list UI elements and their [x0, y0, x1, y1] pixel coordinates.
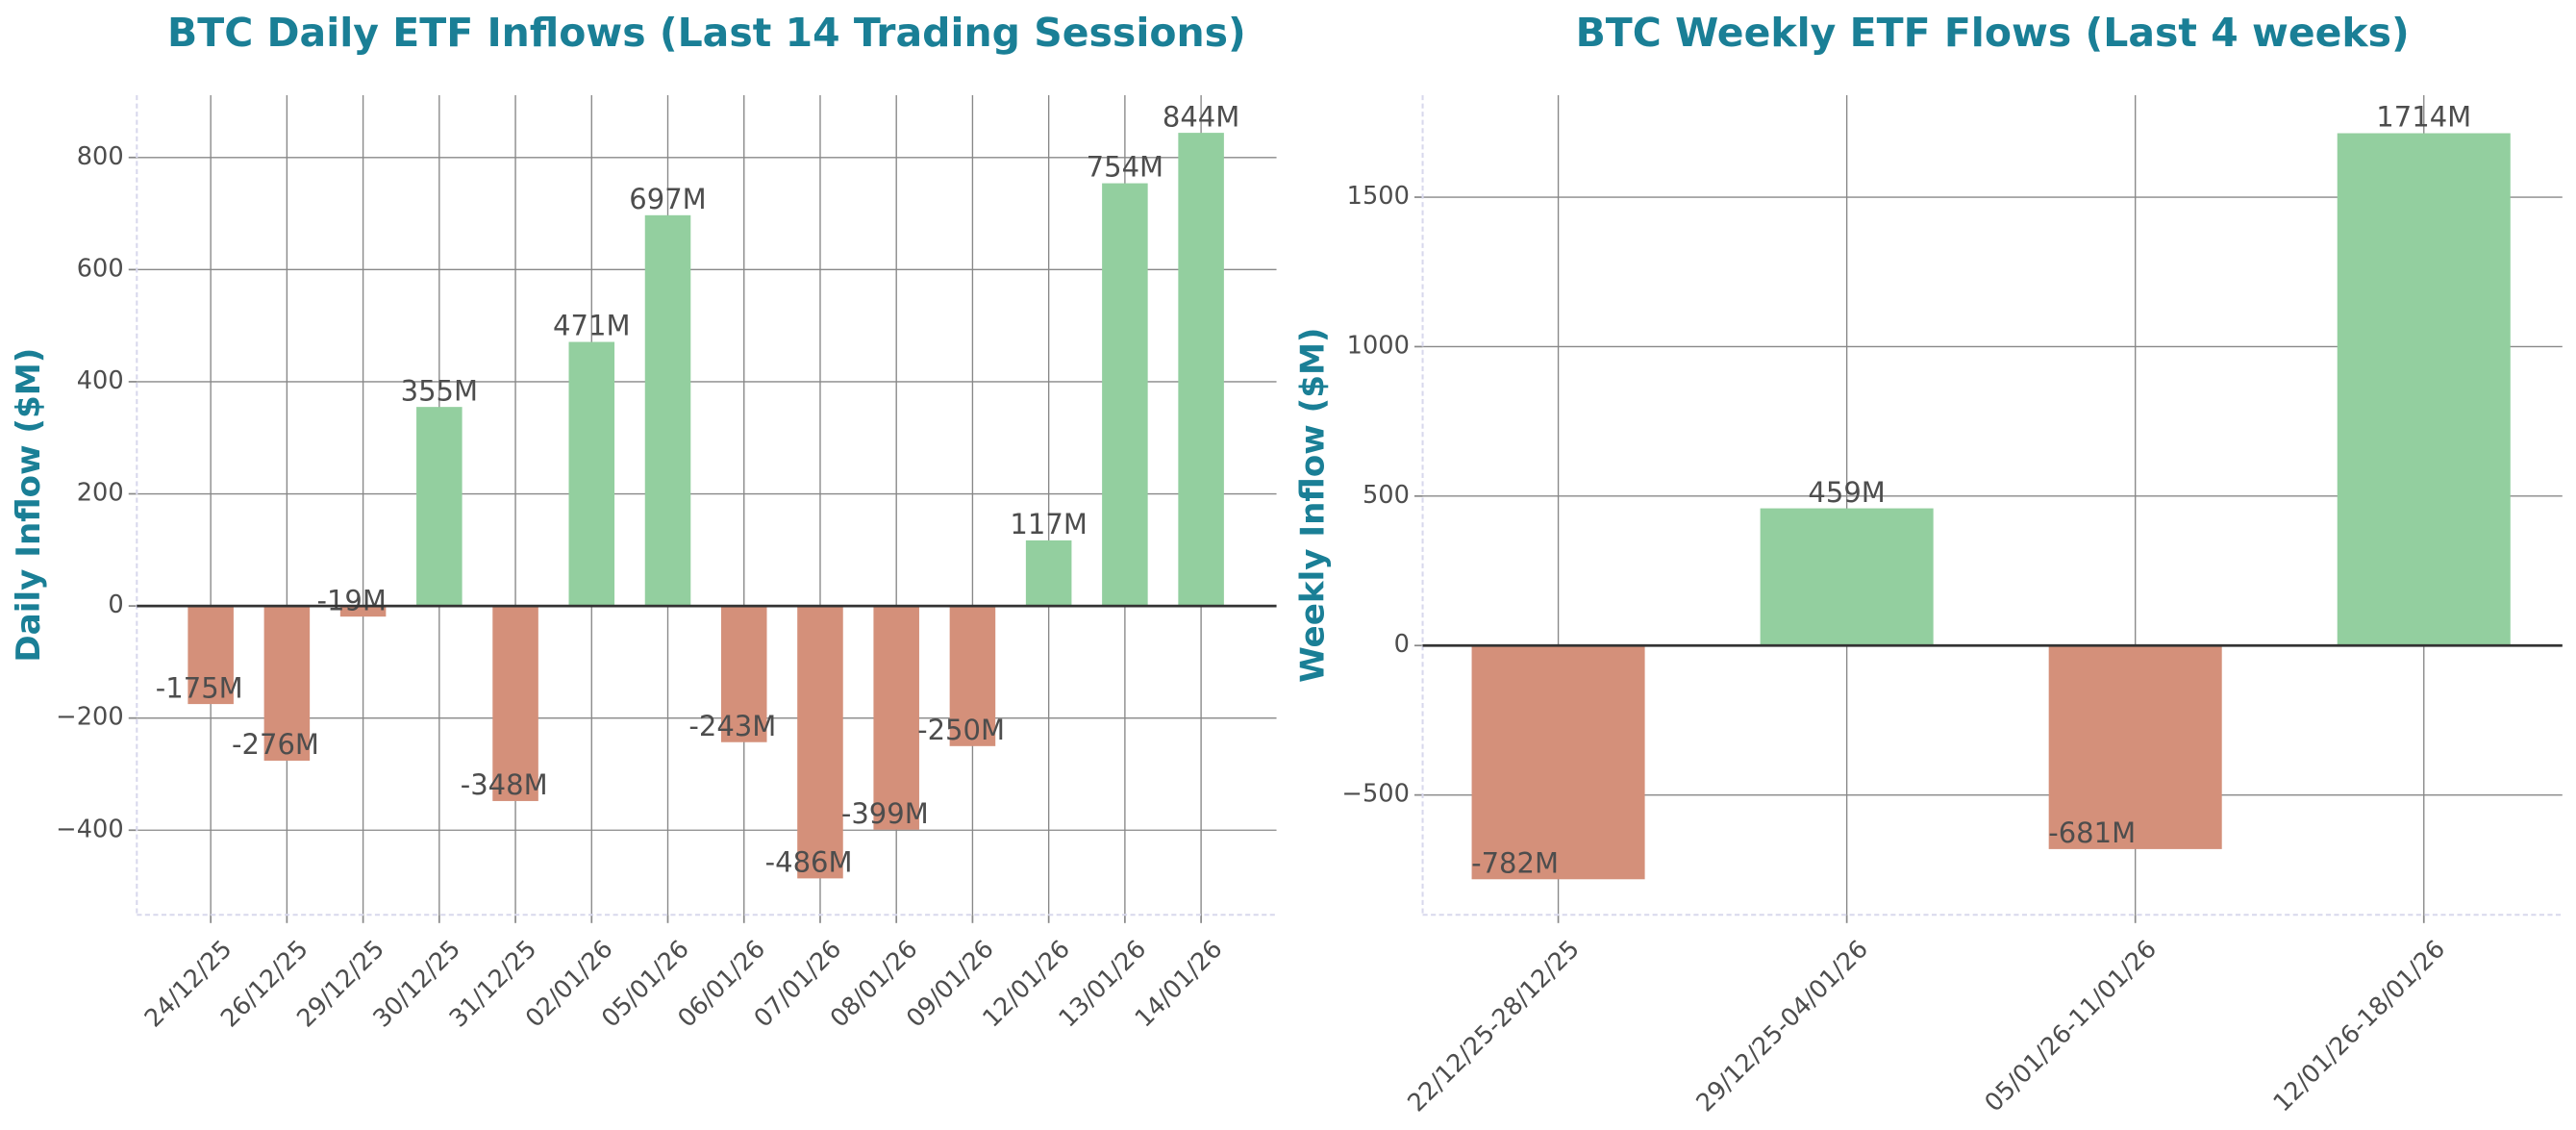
- data-label: -681M: [2048, 816, 2136, 849]
- y-tick-label: 0: [1394, 630, 1410, 659]
- data-label: -486M: [765, 846, 853, 879]
- x-tick-label: 22/12/25-28/12/25: [1402, 935, 1585, 1117]
- x-tick-label: 12/01/26-18/01/26: [2268, 935, 2451, 1117]
- bar: [339, 606, 387, 617]
- bar: [1178, 133, 1224, 607]
- x-tick-label: 05/01/26-11/01/26: [1979, 935, 2162, 1117]
- bar: [416, 407, 463, 607]
- bar: [1760, 508, 1934, 646]
- data-label: 697M: [629, 183, 706, 215]
- bar: [873, 606, 919, 830]
- data-label: -175M: [156, 671, 243, 704]
- y-tick-label: −200: [56, 703, 123, 732]
- chart-title: BTC Weekly ETF Flows (Last 4 weeks): [1576, 10, 2410, 56]
- bar: [263, 606, 311, 761]
- y-tick-label: 400: [77, 366, 124, 395]
- y-tick-label: 1000: [1347, 331, 1410, 360]
- y-tick-label: 0: [108, 590, 123, 619]
- data-label: 1714M: [2376, 101, 2471, 134]
- bar: [188, 606, 234, 705]
- bar: [2337, 133, 2511, 646]
- data-label: -243M: [688, 710, 776, 742]
- data-label: 117M: [1010, 508, 1087, 540]
- data-label: 355M: [401, 374, 478, 407]
- data-label: 844M: [1163, 100, 1239, 133]
- data-label: 459M: [1808, 476, 1885, 509]
- bar: [1102, 183, 1148, 607]
- y-tick-label: −400: [56, 815, 123, 843]
- bar: [949, 606, 996, 746]
- data-label: -399M: [841, 797, 929, 830]
- y-axis-label: Daily Inflow ($M): [10, 348, 48, 663]
- bar: [1025, 540, 1072, 607]
- data-label: -250M: [917, 714, 1005, 746]
- chart-title: BTC Daily ETF Inflows (Last 14 Trading S…: [167, 10, 1246, 56]
- y-tick-label: −500: [1342, 780, 1410, 809]
- bar: [568, 341, 615, 607]
- bar: [797, 606, 843, 879]
- y-tick-label: 500: [1363, 481, 1410, 510]
- y-tick-label: 800: [77, 142, 124, 171]
- y-tick-label: 600: [77, 254, 124, 283]
- x-tick-label: 29/12/25-04/01/26: [1690, 935, 1873, 1117]
- y-tick-label: 1500: [1347, 182, 1410, 211]
- y-tick-label: 200: [77, 479, 124, 508]
- data-label: -19M: [317, 584, 387, 616]
- bar: [2048, 645, 2222, 849]
- bar: [644, 214, 691, 607]
- bar: [720, 606, 767, 742]
- data-label: -782M: [1471, 846, 1559, 879]
- data-label: 471M: [553, 310, 630, 342]
- data-label: -276M: [232, 728, 319, 761]
- data-label: -348M: [461, 768, 548, 801]
- y-axis-label: Weekly Inflow ($M): [1293, 327, 1332, 682]
- data-label: 754M: [1087, 151, 1163, 184]
- bar: [1471, 645, 1645, 880]
- bar: [492, 606, 538, 801]
